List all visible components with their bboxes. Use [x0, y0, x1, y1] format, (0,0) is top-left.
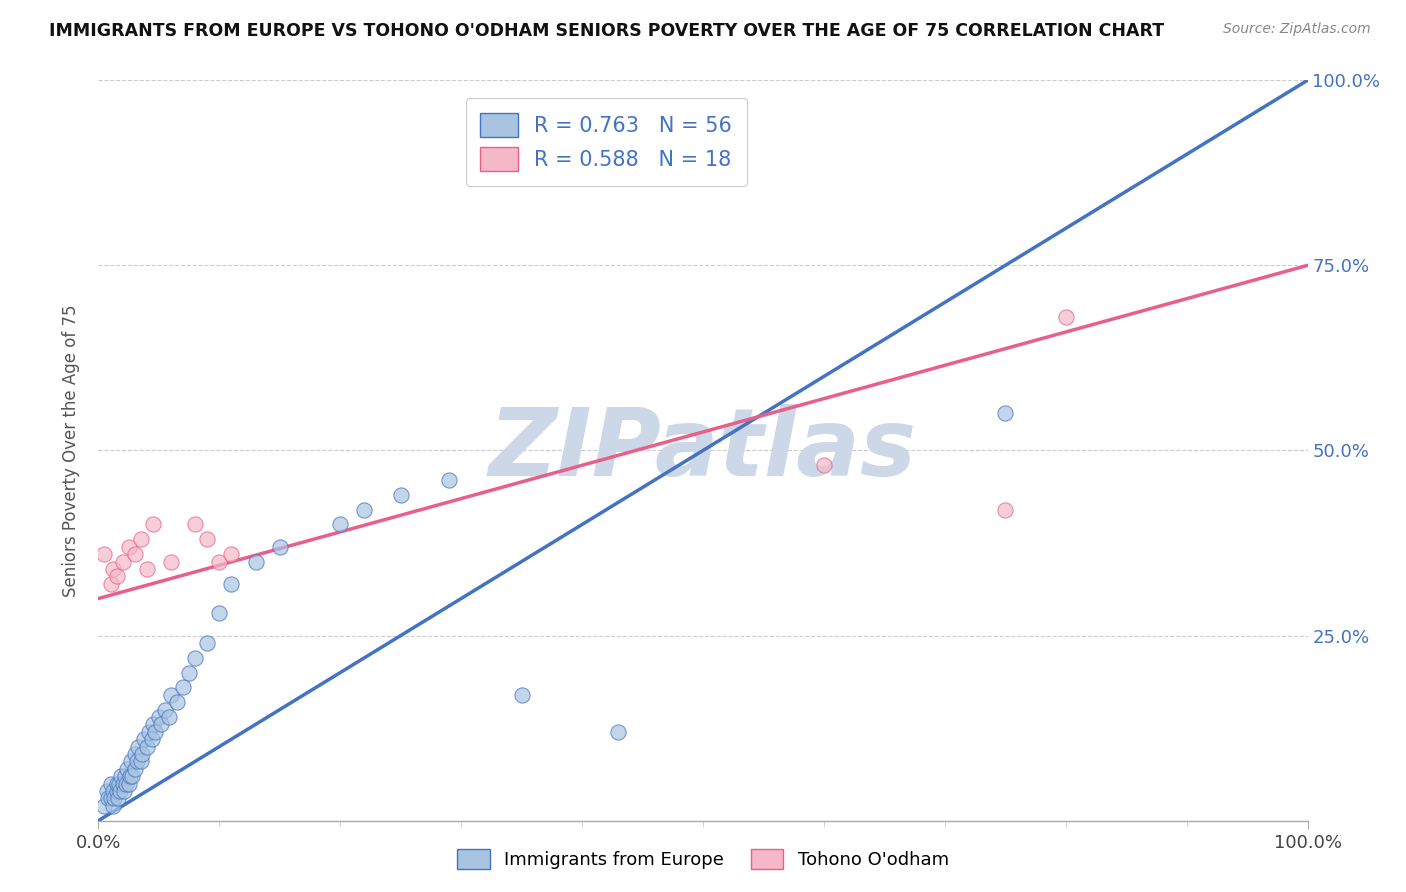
Point — [143, 724, 166, 739]
Point — [195, 533, 218, 547]
Point — [135, 739, 157, 754]
Point — [148, 710, 170, 724]
Point — [160, 688, 183, 702]
Point — [142, 717, 165, 731]
Point — [110, 769, 132, 783]
Point — [195, 636, 218, 650]
Point — [437, 473, 460, 487]
Point — [994, 407, 1017, 421]
Point — [117, 762, 139, 776]
Point — [142, 517, 165, 532]
Point — [129, 533, 152, 547]
Point — [114, 769, 136, 783]
Point — [121, 769, 143, 783]
Point — [105, 784, 128, 798]
Point — [389, 488, 412, 502]
Point — [124, 547, 146, 561]
Legend: R = 0.763   N = 56, R = 0.588   N = 18: R = 0.763 N = 56, R = 0.588 N = 18 — [465, 98, 747, 186]
Point — [135, 562, 157, 576]
Point — [184, 517, 207, 532]
Point — [245, 555, 267, 569]
Point — [100, 791, 122, 805]
Point — [97, 791, 120, 805]
Text: IMMIGRANTS FROM EUROPE VS TOHONO O'ODHAM SENIORS POVERTY OVER THE AGE OF 75 CORR: IMMIGRANTS FROM EUROPE VS TOHONO O'ODHAM… — [49, 22, 1164, 40]
Point — [179, 665, 201, 680]
Point — [134, 732, 156, 747]
Point — [510, 688, 533, 702]
Point — [101, 798, 124, 813]
Point — [118, 776, 141, 791]
Point — [208, 607, 231, 621]
Point — [329, 517, 352, 532]
Point — [153, 703, 176, 717]
Point — [112, 784, 135, 798]
Point — [150, 717, 173, 731]
Point — [105, 776, 128, 791]
Point — [118, 540, 141, 554]
Point — [1054, 310, 1077, 325]
Point — [108, 784, 131, 798]
Point — [141, 732, 163, 747]
Point — [127, 755, 149, 769]
Point — [129, 755, 152, 769]
Point — [166, 695, 188, 709]
Point — [101, 784, 124, 798]
Point — [93, 547, 115, 561]
Point — [111, 776, 134, 791]
Point — [138, 724, 160, 739]
Point — [100, 576, 122, 591]
Point — [994, 502, 1017, 516]
Point — [172, 681, 194, 695]
Point — [111, 555, 134, 569]
Point — [93, 798, 115, 813]
Point — [184, 650, 207, 665]
Point — [124, 762, 146, 776]
Point — [101, 562, 124, 576]
Point — [160, 555, 183, 569]
Point — [269, 540, 291, 554]
Point — [208, 555, 231, 569]
Point — [607, 724, 630, 739]
Text: Source: ZipAtlas.com: Source: ZipAtlas.com — [1223, 22, 1371, 37]
Point — [131, 747, 153, 761]
Point — [353, 502, 375, 516]
Point — [96, 784, 118, 798]
Point — [813, 458, 835, 473]
Legend: Immigrants from Europe, Tohono O'odham: Immigrants from Europe, Tohono O'odham — [449, 839, 957, 879]
Point — [221, 576, 243, 591]
Point — [120, 755, 142, 769]
Point — [108, 776, 131, 791]
Point — [221, 547, 243, 561]
Point — [157, 710, 180, 724]
Point — [105, 569, 128, 583]
Point — [107, 791, 129, 805]
Point — [115, 776, 138, 791]
Text: ZIPatlas: ZIPatlas — [489, 404, 917, 497]
Point — [100, 776, 122, 791]
Point — [118, 769, 141, 783]
Point — [124, 747, 146, 761]
Point — [127, 739, 149, 754]
Point — [103, 791, 125, 805]
Y-axis label: Seniors Poverty Over the Age of 75: Seniors Poverty Over the Age of 75 — [62, 304, 80, 597]
